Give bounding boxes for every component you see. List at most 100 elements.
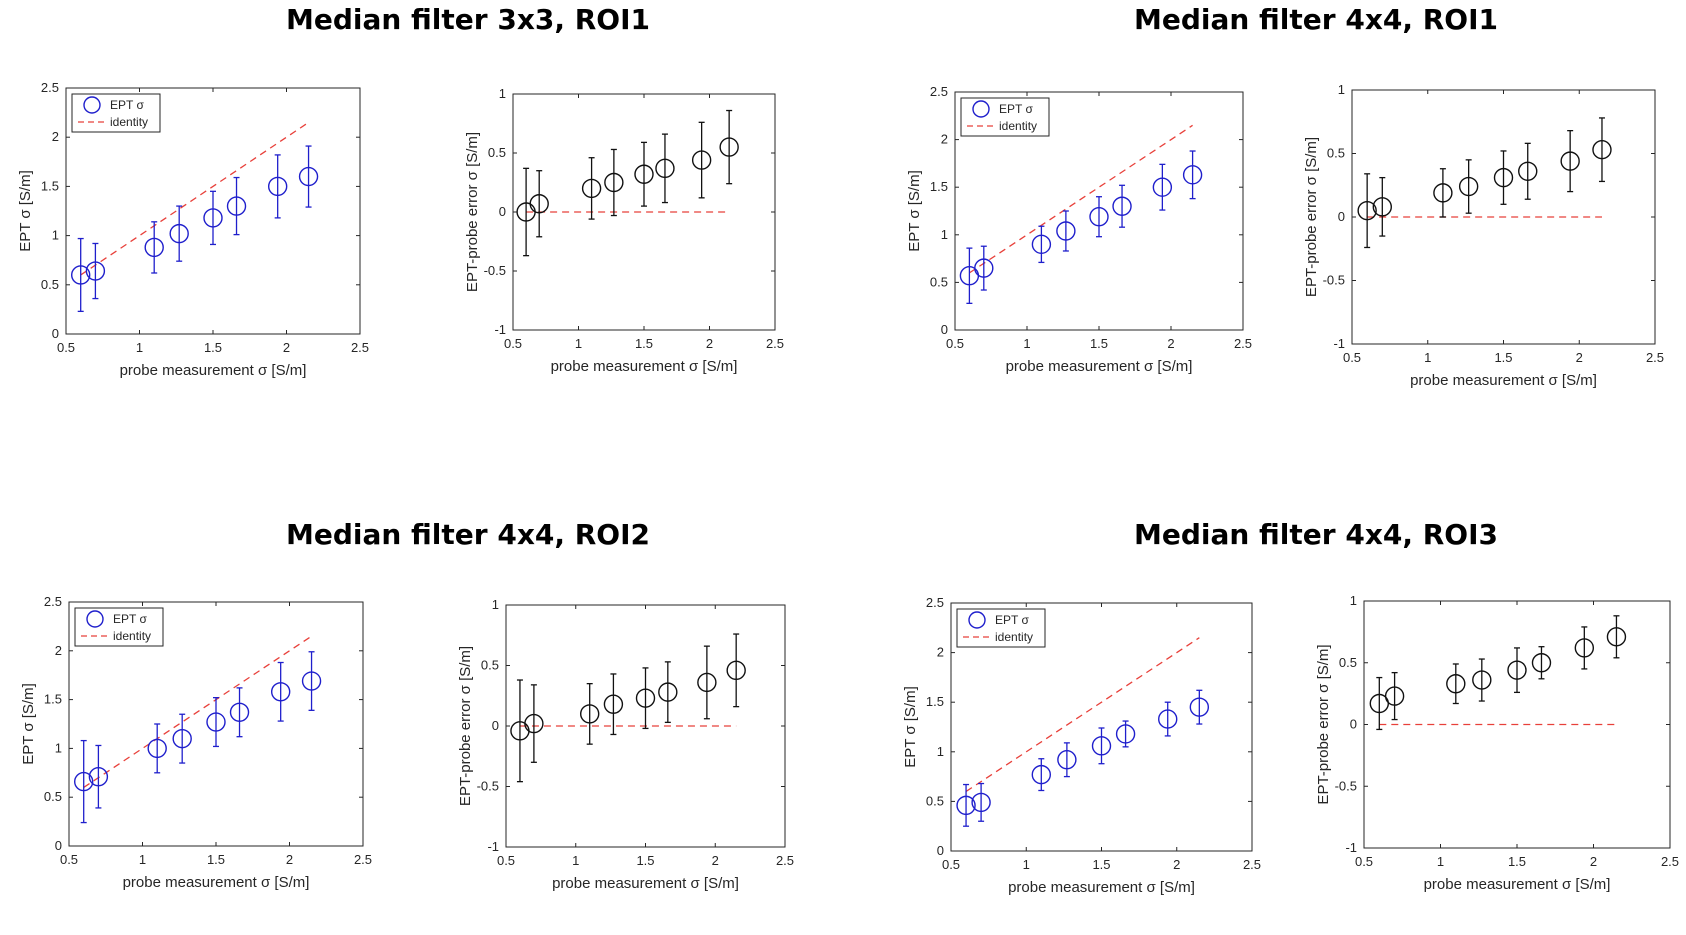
circle-marker [604, 172, 624, 193]
circle-marker [1369, 693, 1390, 714]
legend-label-ept: EPT σ [999, 102, 1033, 116]
circle-marker [529, 194, 549, 214]
circle-marker [579, 704, 600, 724]
legend-box [956, 608, 1046, 648]
y-tick-label: 0.5 [44, 789, 62, 804]
y-axis-label: EPT-probe error σ [S/m] [457, 646, 474, 806]
circle-marker [719, 137, 739, 157]
ept-data-point [229, 687, 250, 738]
x-tick-label: 0.5 [504, 336, 522, 351]
x-axis-label: probe measurement σ [S/m] [551, 358, 738, 375]
y-tick-label: 0.5 [926, 793, 944, 808]
circle-marker [298, 166, 319, 187]
x-tick-label: 1.5 [1092, 857, 1110, 872]
x-tick-label: 2 [1590, 854, 1597, 869]
legend-label-ept: EPT σ [995, 613, 1029, 627]
x-axis-label: probe measurement σ [S/m] [1006, 358, 1193, 375]
x-tick-label: 2.5 [354, 852, 372, 867]
error-data-point [658, 661, 678, 724]
x-tick-label: 2.5 [1234, 336, 1252, 351]
error-data-point [604, 148, 624, 217]
y-tick-label: 0 [1350, 717, 1357, 732]
ept-data-point [147, 723, 167, 774]
ept-data-point [298, 145, 319, 208]
ept-data-point [144, 221, 164, 274]
legend: EPT σ identity [71, 93, 161, 133]
error-data-point [581, 157, 602, 220]
circle-marker [634, 164, 654, 184]
circle-marker [1115, 724, 1136, 744]
y-tick-label: 0 [52, 326, 59, 341]
x-tick-label: 1 [1437, 854, 1444, 869]
legend-label-identity: identity [110, 115, 148, 129]
circle-marker [581, 178, 602, 199]
circle-marker [1091, 736, 1112, 756]
y-axis-label: EPT-probe error σ [S/m] [1315, 644, 1332, 804]
ept-data-point [1091, 727, 1112, 765]
ept-data-point [85, 242, 106, 300]
x-tick-label: 1 [1023, 336, 1030, 351]
error-data-point [1357, 173, 1377, 249]
ept-data-point [1182, 150, 1203, 200]
x-tick-label: 2 [712, 853, 719, 868]
chart-roi3-4x4-error: 0.5 1 1.5 2 2.5 -1 -0.5 0 0.5 1 probe measurement … [1315, 593, 1679, 893]
y-tick-label: -1 [1345, 840, 1357, 855]
x-tick-label: 1 [575, 336, 582, 351]
x-tick-label: 1 [139, 852, 146, 867]
error-data-point [1592, 117, 1612, 183]
ept-data-point [1031, 225, 1052, 264]
legend-label-identity: identity [995, 630, 1033, 644]
ept-data-point [1189, 689, 1210, 725]
circle-marker [267, 176, 288, 197]
error-data-point [655, 133, 675, 204]
error-data-point [1493, 150, 1514, 205]
x-axis-label: probe measurement σ [S/m] [1410, 372, 1597, 389]
legend-circle-marker [968, 611, 986, 629]
error-data-point [1560, 129, 1580, 193]
chart-roi1-4x4-error: 0.5 1 1.5 2 2.5 -1 -0.5 0 0.5 1 probe measurement … [1303, 82, 1664, 389]
y-tick-label: 1 [1350, 593, 1357, 608]
x-tick-label: 0.5 [497, 853, 515, 868]
circle-marker [1112, 196, 1132, 216]
y-axis-label: EPT σ [S/m] [20, 683, 37, 765]
error-data-point [634, 141, 654, 207]
x-tick-label: 1 [1023, 857, 1030, 872]
panel-title-roi1-3x3: Median filter 3x3, ROI1 [285, 3, 651, 36]
circle-marker [1560, 151, 1580, 171]
y-tick-label: 2 [55, 643, 62, 658]
circle-marker [1458, 176, 1479, 197]
error-data-point [1433, 168, 1453, 218]
x-tick-label: 0.5 [1343, 350, 1361, 365]
ept-data-point [1031, 758, 1052, 792]
x-tick-label: 0.5 [60, 852, 78, 867]
y-tick-label: 2.5 [41, 80, 59, 95]
x-tick-label: 1 [136, 340, 143, 355]
y-tick-label: 1 [52, 228, 59, 243]
error-data-point [510, 679, 530, 783]
circle-marker [1357, 200, 1377, 221]
error-data-point [1472, 658, 1492, 702]
y-tick-label: -0.5 [484, 263, 506, 278]
panel-title-roi3-4x4: Median filter 4x4, ROI3 [1133, 518, 1499, 551]
legend-circle-marker [83, 96, 101, 114]
circle-marker [1433, 183, 1453, 203]
ept-data-point [1112, 184, 1132, 228]
ept-data-point [1089, 196, 1109, 238]
y-tick-label: -1 [487, 839, 499, 854]
error-data-point [1507, 647, 1527, 694]
error-data-point [719, 109, 739, 185]
y-axis-label: EPT σ [S/m] [906, 170, 923, 252]
y-tick-label: 1.5 [926, 694, 944, 709]
y-tick-label: 1.5 [41, 178, 59, 193]
circle-marker [1606, 627, 1627, 647]
circle-marker [971, 792, 991, 813]
y-tick-label: 1 [55, 740, 62, 755]
error-data-point [1446, 663, 1466, 705]
circle-marker [73, 771, 94, 792]
y-tick-label: 0.5 [481, 658, 499, 673]
